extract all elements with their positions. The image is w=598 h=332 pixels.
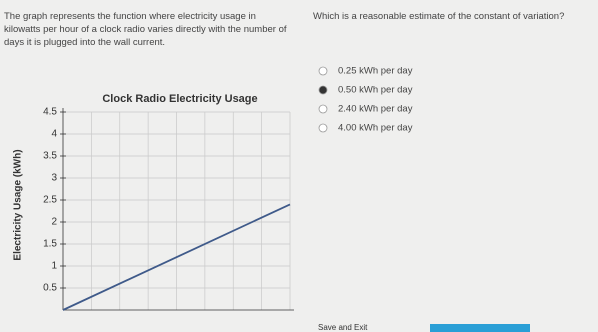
next-button[interactable] [430, 324, 530, 332]
radio[interactable] [318, 85, 328, 95]
y-tick-label: 1.5 [43, 239, 57, 250]
y-tick-label: 0.5 [43, 283, 57, 294]
option-label[interactable]: 2.40 kWh per day [338, 104, 413, 115]
stem-box: The graph represents the function where … [4, 11, 287, 48]
chart-title: Clock Radio Electricity Usage [102, 93, 257, 105]
option-label[interactable]: 0.50 kWh per day [338, 85, 413, 96]
y-tick-label: 2 [51, 217, 57, 228]
radio[interactable] [318, 66, 328, 76]
y-tick-label: 3.5 [43, 151, 57, 162]
prompt-box: Which is a reasonable estimate of the co… [313, 11, 565, 22]
y-tick-label: 1 [51, 261, 57, 272]
y-tick-label: 3 [51, 173, 57, 184]
radio[interactable] [318, 104, 328, 114]
option-label[interactable]: 0.25 kWh per day [338, 66, 413, 77]
question-prompt: Which is a reasonable estimate of the co… [313, 11, 565, 22]
y-axis-label: Electricity Usage (kWh) [13, 149, 24, 260]
y-tick-label: 2.5 [43, 195, 57, 206]
data-line [62, 203, 291, 311]
y-tick-label: 4.5 [43, 107, 57, 118]
save-exit[interactable]: Save and Exit [318, 323, 368, 332]
question-stem: The graph represents the function where … [4, 11, 287, 48]
y-tick-label: 4 [51, 129, 57, 140]
radio[interactable] [318, 123, 328, 133]
option-label[interactable]: 4.00 kWh per day [338, 123, 413, 134]
